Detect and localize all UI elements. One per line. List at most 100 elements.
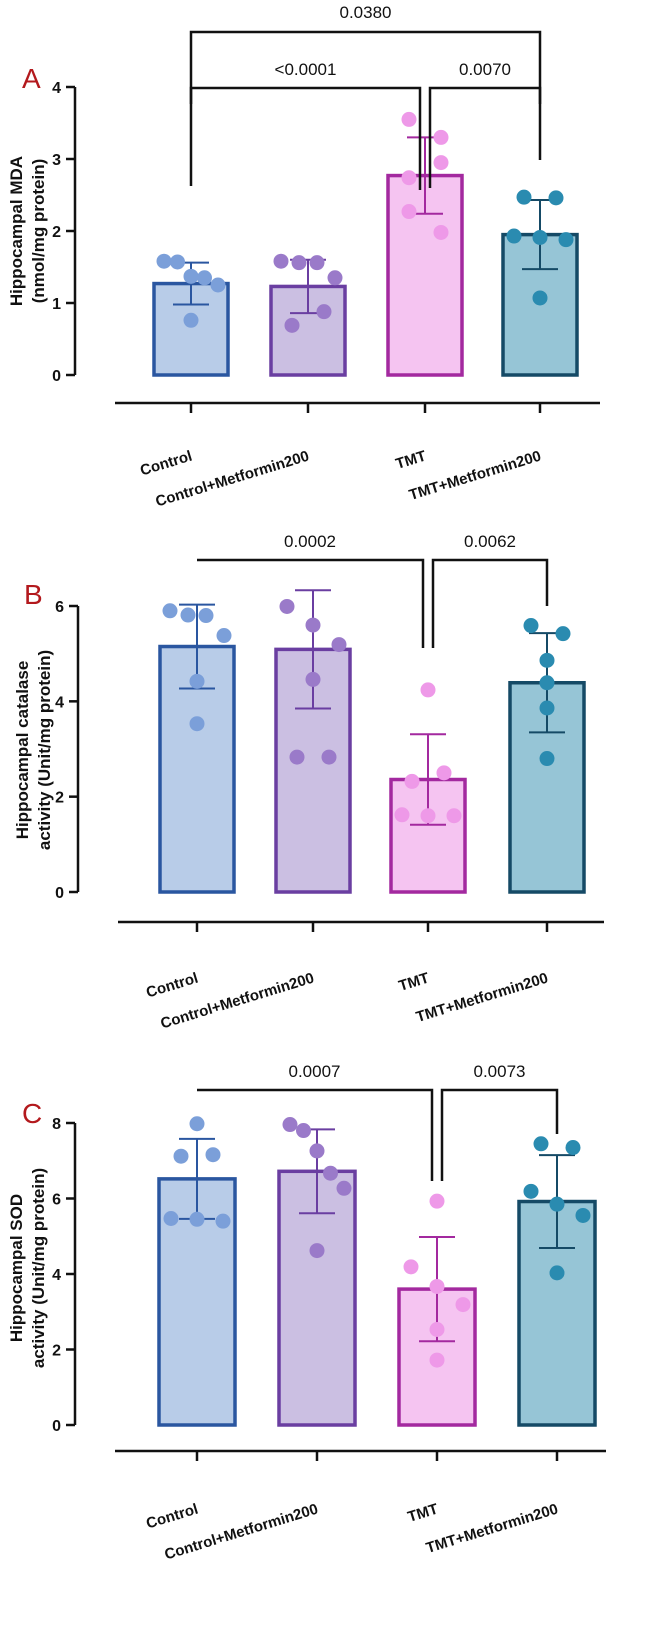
data-point [539, 675, 555, 691]
data-point [273, 253, 289, 269]
y-axis-label-line: Hippocampal catalase [13, 661, 32, 840]
significance-bracket [440, 1088, 559, 1181]
data-point [309, 1143, 325, 1159]
panel-c: C 0 2 4 6 8 Hippocampal SOD activity (Unit/mg p… [7, 1062, 606, 1563]
y-tick-label: 0 [55, 885, 64, 902]
data-point [555, 626, 571, 642]
data-point [323, 1165, 338, 1181]
data-point [401, 170, 417, 186]
p-value-label: 0.0073 [474, 1062, 526, 1081]
y-axis-label-line: (nmol/mg protein) [29, 159, 48, 303]
p-value-label: 0.0002 [284, 532, 336, 551]
data-point [549, 1265, 565, 1281]
y-tick-label: 6 [55, 599, 64, 616]
data-point [532, 290, 548, 306]
p-value-label: 0.0070 [459, 60, 511, 79]
data-point [197, 270, 212, 286]
data-point [156, 253, 172, 269]
y-axis-label: Hippocampal MDA (nmol/mg protein) [7, 156, 48, 306]
y-axis-label-line: Hippocampal SOD [7, 1194, 26, 1342]
data-point [305, 671, 321, 687]
data-point [565, 1140, 581, 1156]
x-category-label: TMT [406, 1501, 440, 1526]
data-point [532, 229, 548, 245]
data-point [327, 270, 343, 286]
y-tick-label: 0 [52, 1418, 61, 1435]
data-point [539, 751, 555, 767]
significance-bracket [428, 86, 542, 188]
data-point [433, 224, 449, 240]
y-axis-label-line: Hippocampal MDA [7, 156, 26, 306]
data-point [516, 189, 532, 205]
data-point [506, 228, 522, 244]
data-point [189, 716, 205, 732]
panel-b: B 0 2 4 6 Hippocampal catalase activity (Unit/… [13, 532, 604, 1032]
p-value-label: 0.0380 [340, 3, 392, 22]
data-point [163, 1211, 179, 1227]
y-axis-label: Hippocampal catalase activity (Unit/mg pr… [13, 650, 54, 850]
data-point [198, 608, 214, 624]
x-category-label: Control [138, 448, 194, 480]
data-point [291, 255, 307, 271]
data-point [205, 1147, 221, 1163]
data-point [284, 317, 300, 333]
data-point [162, 603, 178, 619]
data-point [305, 617, 321, 633]
data-point [558, 232, 574, 248]
data-point [533, 1136, 549, 1152]
data-point [321, 749, 337, 765]
data-point [433, 155, 449, 171]
data-point [189, 1211, 205, 1227]
data-point [282, 1117, 298, 1133]
data-point [215, 1213, 231, 1229]
data-point [189, 673, 205, 689]
data-point [429, 1193, 445, 1209]
data-point [309, 255, 325, 271]
data-point [401, 204, 417, 220]
data-point [183, 312, 199, 328]
x-category-label: TMT+Metformin200 [424, 1501, 560, 1557]
x-category-label: TMT [397, 970, 431, 995]
data-point [446, 808, 462, 824]
data-point [183, 268, 199, 284]
significance-bracket [197, 558, 425, 648]
p-value-label: 0.0007 [289, 1062, 341, 1081]
data-point [309, 1243, 325, 1259]
y-tick-label: 8 [52, 1116, 61, 1133]
data-point [549, 1196, 565, 1212]
x-category-label: TMT+Metformin200 [414, 970, 550, 1026]
y-tick-label: 3 [52, 152, 61, 169]
data-point [429, 1278, 445, 1294]
p-value-label: 0.0062 [464, 532, 516, 551]
significance-bracket [189, 30, 542, 104]
data-point [404, 773, 420, 789]
y-tick-label: 2 [52, 1343, 61, 1360]
p-value-label: <0.0001 [275, 60, 337, 79]
data-point [180, 607, 196, 623]
data-point [296, 1123, 311, 1139]
panel-a: A 0 1 2 3 4 Hippocampal MDA (nmol/mg protein) Co… [7, 3, 600, 510]
data-point [316, 304, 332, 320]
y-tick-label: 2 [52, 224, 61, 241]
data-point [575, 1207, 591, 1223]
y-axis-label: Hippocampal SOD activity (Unit/mg protein… [7, 1168, 48, 1368]
data-point [189, 1116, 205, 1132]
significance-bracket [189, 86, 422, 190]
x-category-label: Control [144, 1501, 200, 1533]
significance-bracket [197, 1088, 434, 1181]
data-point [548, 190, 564, 206]
data-point [539, 700, 555, 716]
data-point [331, 637, 347, 653]
data-point [539, 652, 555, 668]
y-axis-label-line: activity (Unit/mg protein) [35, 650, 54, 850]
significance-bracket [431, 558, 549, 648]
data-point [216, 628, 232, 644]
y-tick-label: 4 [52, 1267, 61, 1284]
data-point [403, 1259, 419, 1275]
y-tick-label: 4 [52, 80, 61, 97]
y-tick-label: 2 [55, 790, 64, 807]
data-point [279, 598, 295, 614]
y-tick-label: 0 [52, 368, 61, 385]
panel-letter: B [24, 579, 43, 610]
panel-letter: A [22, 63, 41, 94]
